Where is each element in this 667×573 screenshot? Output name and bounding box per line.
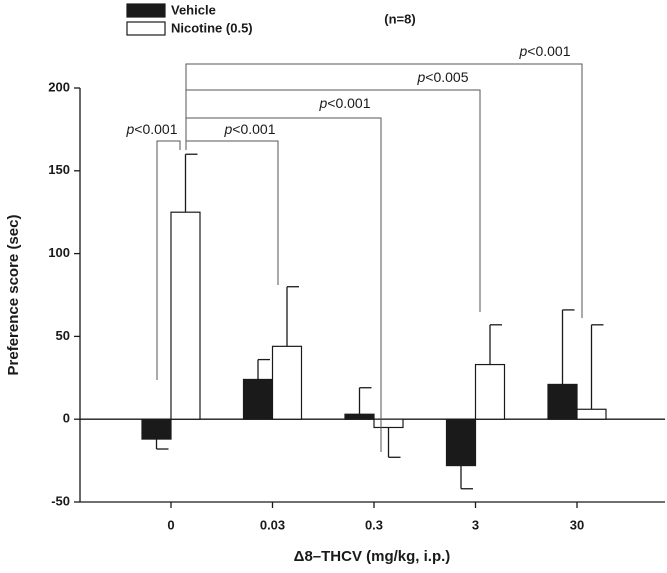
p-value-label: p<0.001 — [223, 121, 275, 137]
significance-bracket — [185, 89, 481, 312]
y-axis-label: Preference score (sec) — [5, 215, 22, 376]
x-tick-label: 0 — [167, 517, 174, 532]
x-tick-label: 0.03 — [260, 517, 285, 532]
p-value-label: p<0.001 — [518, 43, 570, 59]
bar — [344, 413, 375, 420]
p-value-label: p<0.001 — [318, 95, 370, 111]
y-tick-label: -50 — [51, 493, 70, 508]
p-rest: <0.001 — [327, 95, 370, 111]
legend-swatch — [126, 3, 166, 18]
n-label: (n=8) — [384, 11, 415, 26]
bar — [242, 378, 274, 420]
significance-bracket — [185, 140, 279, 285]
bar — [373, 418, 404, 429]
y-tick-label: 200 — [48, 79, 70, 94]
significance-bracket — [156, 140, 181, 380]
p-italic: p — [125, 121, 134, 137]
bar — [141, 418, 172, 440]
p-value-label: p<0.005 — [416, 69, 468, 85]
p-italic: p — [223, 121, 232, 137]
x-axis-label: Δ8–THCV (mg/kg, i.p.) — [294, 548, 451, 565]
bar — [547, 383, 578, 420]
legend-label: Vehicle — [171, 2, 216, 17]
significance-bracket — [185, 117, 382, 452]
y-tick-label: 0 — [63, 411, 70, 426]
bar — [271, 345, 303, 420]
x-tick-label: 0.3 — [365, 517, 383, 532]
p-italic: p — [318, 95, 327, 111]
bar — [576, 408, 607, 420]
legend-swatch — [126, 21, 166, 36]
y-tick-label: 50 — [56, 328, 70, 343]
legend-label: Nicotine (0.5) — [171, 20, 253, 35]
p-rest: <0.001 — [527, 43, 570, 59]
bar — [474, 363, 506, 420]
significance-bracket — [185, 63, 583, 318]
bar — [445, 418, 477, 467]
p-rest: <0.001 — [134, 121, 177, 137]
p-rest: <0.001 — [232, 121, 275, 137]
y-tick-label: 100 — [48, 245, 70, 260]
p-rest: <0.005 — [425, 69, 468, 85]
x-tick-label: 3 — [472, 517, 479, 532]
p-italic: p — [416, 69, 425, 85]
p-italic: p — [518, 43, 527, 59]
p-value-label: p<0.001 — [125, 121, 177, 137]
x-tick-label: 30 — [570, 517, 584, 532]
bar — [170, 211, 201, 420]
y-tick-label: 150 — [48, 162, 70, 177]
